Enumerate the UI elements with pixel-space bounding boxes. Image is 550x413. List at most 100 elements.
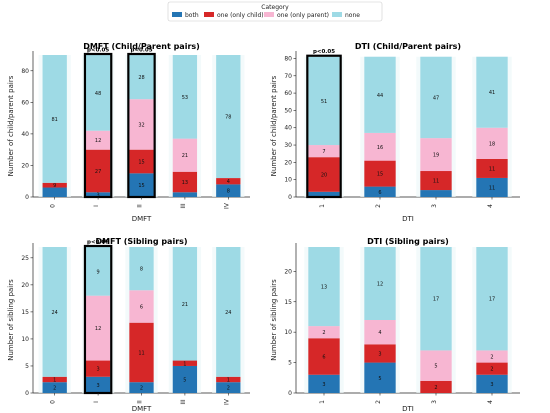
- bar-segment-3: [85, 55, 111, 131]
- segment-label: 11: [138, 350, 144, 356]
- segment-label: 11: [489, 166, 495, 172]
- y-axis-label: Number of sibling pairs: [7, 279, 15, 361]
- y-tick-label: 20: [284, 268, 292, 275]
- segment-label: 47: [433, 95, 439, 101]
- segment-label: 2: [227, 386, 230, 392]
- bar-segment-3: [216, 55, 241, 179]
- bar-segment-3: [85, 247, 111, 296]
- x-tick-label: I: [93, 401, 100, 403]
- segment-label: 15: [138, 183, 144, 189]
- bar-segment-1: [216, 178, 241, 185]
- bar-segment-1: [420, 380, 452, 393]
- bar-1: 20 7 51 p<0.05 1: [304, 49, 344, 208]
- segment-label: 4: [378, 330, 381, 336]
- x-tick-label: 0: [50, 204, 57, 208]
- legend-label-2: one (only parent): [277, 12, 329, 19]
- bar-segment-0: [172, 365, 198, 393]
- segment-label: 17: [433, 297, 439, 303]
- y-tick-label: 10: [284, 329, 292, 336]
- segment-label: 28: [138, 75, 144, 81]
- x-axis-label: DTI: [402, 405, 414, 413]
- bar-segment-3: [420, 247, 452, 351]
- bar-segment-0: [85, 376, 111, 393]
- y-tick-label: 20: [284, 159, 292, 166]
- segment-label: 13: [321, 285, 327, 291]
- segment-label: 7: [322, 149, 325, 155]
- x-tick-label: 4: [487, 400, 494, 404]
- bar-segment-3: [308, 56, 340, 146]
- bar-segment-0: [364, 362, 396, 393]
- bar-segment-1: [42, 182, 67, 188]
- y-tick-label: 80: [21, 68, 29, 75]
- bar-III: 5 1 21 III: [168, 247, 202, 405]
- bar-segment-3: [308, 247, 340, 327]
- y-tick-label: 30: [284, 142, 292, 149]
- y-tick-label: 5: [288, 360, 292, 367]
- segment-label: 2: [140, 386, 143, 392]
- bar-segment-3: [364, 56, 396, 133]
- legend: Category both one (only child) one (only pa…: [167, 1, 383, 22]
- y-tick-label: 80: [284, 55, 292, 62]
- segment-label: 3: [97, 383, 100, 389]
- bar-segment-1: [476, 158, 508, 178]
- segment-label: 20: [321, 172, 327, 178]
- y-tick-label: 0: [25, 390, 29, 397]
- segment-label: 17: [489, 297, 495, 303]
- segment-label: 9: [53, 183, 56, 189]
- bar-segment-3: [42, 55, 67, 183]
- segment-label: 15: [377, 172, 383, 178]
- segment-label: 53: [182, 95, 188, 101]
- bar-segment-3: [129, 55, 154, 100]
- bar-segment-2: [364, 320, 396, 345]
- x-tick-label: IV: [223, 202, 230, 209]
- bar-segment-1: [42, 376, 67, 383]
- segment-label: 24: [225, 310, 231, 316]
- segment-label: 12: [377, 282, 383, 288]
- segment-label: 78: [225, 115, 231, 121]
- panel-title: DMFT (Child/Parent pairs): [83, 42, 200, 51]
- bar-IV: 8 4 78 IV: [212, 55, 245, 209]
- significance-label: p<0.05: [130, 48, 152, 54]
- legend-swatch-3: [332, 12, 342, 17]
- legend-swatch-2: [264, 12, 274, 17]
- x-tick-label: II: [137, 204, 144, 208]
- segment-label: 9: [97, 269, 100, 275]
- y-tick-label: 0: [25, 194, 29, 201]
- bar-3: 11 19 47 3: [416, 56, 456, 208]
- y-tick-label: 25: [21, 255, 29, 262]
- bar-III: 13 21 53 III: [168, 55, 202, 209]
- bar-segment-0: [42, 187, 67, 197]
- bar-2: 6 15 16 44 2: [360, 56, 400, 208]
- segment-label: 24: [52, 310, 58, 316]
- bar-segment-0: [42, 382, 67, 393]
- significance-label: p<0.05: [313, 49, 335, 55]
- bar-segment-0: [420, 190, 452, 197]
- y-tick-label: 10: [21, 336, 29, 343]
- segment-label: 1: [53, 377, 56, 383]
- bar-segment-2: [420, 350, 452, 381]
- legend-label-3: none: [345, 12, 360, 19]
- bar-segment-0: [85, 192, 111, 197]
- x-axis-label: DMFT: [132, 215, 152, 223]
- bar-segment-3: [172, 55, 198, 139]
- x-tick-label: IV: [223, 398, 230, 405]
- bar-segment-1: [172, 360, 198, 366]
- bar-segment-3: [42, 247, 67, 377]
- segment-label: 51: [321, 99, 327, 105]
- bar-segment-2: [85, 295, 111, 361]
- bar-2: 5 3 4 12 2: [360, 247, 400, 404]
- y-tick-label: 60: [21, 99, 29, 106]
- bar-segment-0: [308, 374, 340, 393]
- bar-segment-1: [216, 376, 241, 383]
- segment-label: 4: [227, 179, 230, 185]
- segment-label: 13: [182, 180, 188, 186]
- bar-II: 2 11 6 8 II: [125, 247, 158, 404]
- segment-label: 21: [182, 302, 188, 308]
- segment-label: 2: [322, 330, 325, 336]
- y-tick-label: 0: [288, 194, 292, 201]
- segment-label: 1: [227, 377, 230, 383]
- segment-label: 21: [182, 153, 188, 159]
